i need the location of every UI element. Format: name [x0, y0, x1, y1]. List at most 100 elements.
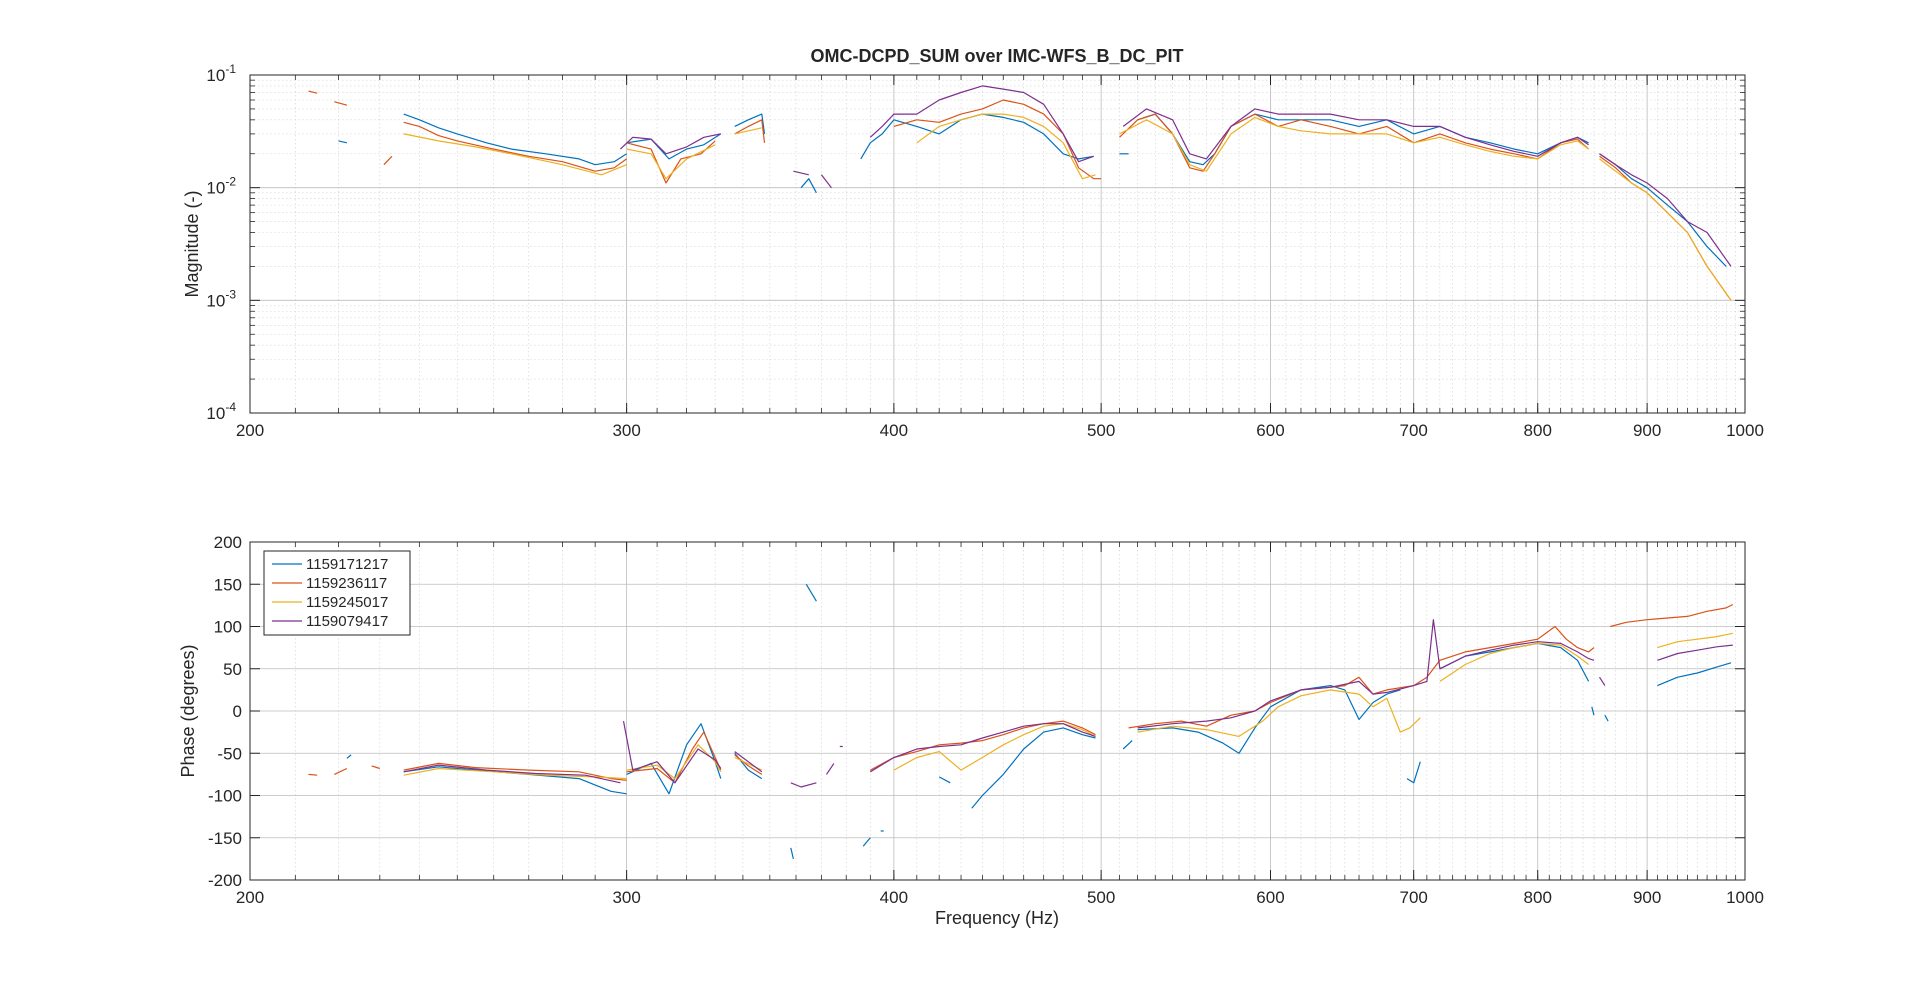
magnitude-series-3-segment	[1119, 116, 1589, 172]
phase-series-1-segment	[1657, 662, 1732, 687]
phase-series-2-segment	[1128, 625, 1595, 729]
magnitude-x-tick-label: 300	[612, 421, 640, 440]
phase-series-2-segment	[371, 765, 380, 770]
legend: 1159171217 1159236117 1159245017 1159079…	[263, 550, 411, 636]
phase-x-tick-label: 300	[612, 888, 640, 907]
phase-x-tick-label: 800	[1524, 888, 1552, 907]
legend-label: 1159245017	[306, 594, 388, 611]
magnitude-series-3-segment	[1599, 158, 1732, 301]
legend-label: 1159236117	[306, 575, 387, 592]
phase-series-4-segment	[826, 763, 835, 775]
magnitude-series-2-segment	[1119, 113, 1590, 172]
magnitude-axes: 200 300 400 500 600 700 800 900 100010-110-210-3…	[182, 46, 1764, 440]
magnitude-series-4-segment	[1599, 153, 1732, 267]
phase-series-1-segment	[1122, 740, 1133, 750]
legend-entry: 1159171217	[272, 556, 388, 573]
phase-y-tick-label: -150	[208, 829, 242, 848]
magnitude-series-4-segment	[820, 174, 832, 189]
phase-y-tick-label: -50	[217, 744, 242, 763]
phase-series-3-segment	[1439, 642, 1589, 682]
magnitude-x-tick-label: 200	[236, 421, 264, 440]
phase-ticks: 200 300 400 500 600 700 800 900 1000200150100500…	[208, 533, 1764, 907]
phase-series-4-segment	[790, 782, 817, 788]
magnitude-series-1-segment	[1137, 113, 1589, 166]
phase-series-4-segment	[1657, 644, 1733, 661]
magnitude-series-4-segment	[869, 85, 1094, 163]
phase-x-tick-label: 700	[1399, 888, 1427, 907]
phase-series-3-segment	[1657, 632, 1733, 649]
phase-series-3-segment	[626, 744, 722, 780]
magnitude-series-1-segment	[403, 113, 627, 166]
phase-y-tick-label: -100	[208, 787, 242, 806]
magnitude-x-tick-label: 400	[880, 421, 908, 440]
legend-label: 1159171217	[306, 556, 388, 573]
phase-x-axis-label: Frequency (Hz)	[935, 908, 1059, 928]
magnitude-x-tick-label: 600	[1256, 421, 1284, 440]
magnitude-ticks: 200 300 400 500 600 700 800 900 100010-110-210-3…	[206, 62, 1764, 440]
phase-lines	[308, 583, 1734, 860]
phase-y-tick-label: 0	[233, 702, 242, 721]
phase-series-4-segment	[403, 764, 621, 784]
phase-axes: 200 300 400 500 600 700 800 900 1000200150100500…	[178, 533, 1764, 928]
magnitude-series-4-segment	[1122, 108, 1589, 160]
phase-series-2-segment	[626, 731, 722, 784]
magnitude-y-axis-label: Magnitude (-)	[182, 190, 202, 297]
phase-series-3-segment	[1137, 689, 1421, 738]
magnitude-series-2-segment	[734, 119, 766, 143]
magnitude-plot-area	[250, 75, 1745, 413]
phase-y-tick-label: -200	[208, 871, 242, 890]
magnitude-series-3-segment	[916, 113, 1096, 180]
phase-x-tick-label: 500	[1087, 888, 1115, 907]
phase-series-4-segment	[869, 723, 1096, 773]
phase-series-2-segment	[334, 767, 348, 775]
phase-series-2-segment	[403, 762, 627, 781]
phase-series-2-segment	[870, 720, 1096, 771]
phase-y-tick-label: 150	[214, 575, 242, 594]
magnitude-series-1-segment	[626, 133, 722, 160]
magnitude-x-tick-label: 500	[1087, 421, 1115, 440]
legend-entry: 1159245017	[272, 594, 388, 611]
phase-y-tick-label: 50	[223, 660, 242, 679]
magnitude-x-tick-label: 900	[1633, 421, 1661, 440]
magnitude-series-2-segment	[893, 99, 1102, 180]
phase-x-tick-label: 400	[880, 888, 908, 907]
phase-series-1-segment	[1604, 714, 1609, 722]
magnitude-series-2-segment	[334, 101, 348, 106]
magnitude-x-tick-label: 700	[1399, 421, 1427, 440]
phase-x-tick-label: 1000	[1726, 888, 1764, 907]
phase-x-tick-label: 200	[236, 888, 264, 907]
magnitude-series-1-segment	[338, 140, 348, 144]
magnitude-series-2-segment	[383, 155, 393, 166]
phase-series-1-segment	[1591, 706, 1595, 716]
phase-series-1-segment	[1406, 761, 1421, 784]
phase-series-2-segment	[308, 773, 318, 776]
magnitude-series-4-segment	[619, 133, 721, 155]
phase-series-1-segment	[938, 776, 951, 784]
phase-series-1-segment	[346, 754, 352, 759]
phase-y-tick-label: 100	[214, 618, 242, 637]
phase-series-4-segment	[622, 720, 722, 784]
phase-x-tick-label: 900	[1633, 888, 1661, 907]
phase-series-1-segment	[790, 847, 794, 860]
phase-grid	[250, 542, 1745, 880]
phase-series-3-segment	[403, 767, 627, 780]
phase-series-3-segment	[893, 723, 1096, 771]
magnitude-lines	[308, 85, 1732, 301]
phase-series-1-segment	[805, 583, 817, 602]
phase-series-1-segment	[862, 837, 871, 847]
phase-series-4-segment	[1137, 619, 1595, 729]
phase-series-2-segment	[734, 754, 763, 775]
legend-entry: 1159079417	[272, 613, 388, 630]
magnitude-series-3-segment	[734, 127, 762, 135]
phase-x-tick-label: 600	[1256, 888, 1284, 907]
phase-y-axis-label: Phase (degrees)	[178, 644, 198, 777]
magnitude-series-3-segment	[403, 133, 627, 176]
magnitude-series-2-segment	[403, 121, 627, 172]
phase-series-4-segment	[1598, 676, 1606, 686]
magnitude-x-tick-label: 1000	[1726, 421, 1764, 440]
magnitude-chart-title: OMC-DCPD_SUM over IMC-WFS_B_DC_PIT	[810, 46, 1183, 66]
legend-label: 1159079417	[306, 613, 388, 630]
magnitude-axes-box	[249, 74, 1746, 414]
phase-series-2-segment	[1610, 603, 1734, 628]
